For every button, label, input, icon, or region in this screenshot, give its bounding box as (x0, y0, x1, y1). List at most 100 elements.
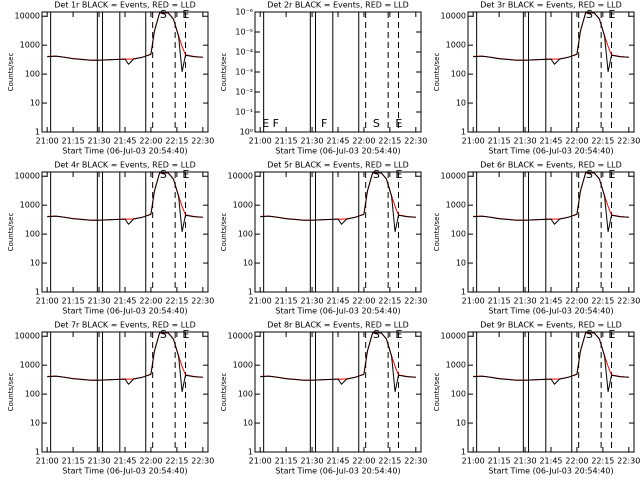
y-tick-label: 10000 (441, 12, 466, 21)
x-tick-label: 21:15 (62, 137, 85, 146)
x-tick-label: 21:30 (88, 137, 111, 146)
x-tick-label: 22:00 (352, 457, 375, 466)
y-tick-label: 10⁻² (235, 88, 253, 97)
series-line (473, 12, 629, 61)
y-axis-label: Counts/sec (7, 53, 15, 92)
annotation: S (586, 168, 593, 181)
x-axis-label: Start Time (06-Jul-03 20:54:40) (62, 147, 187, 156)
y-tick-label: 1 (248, 448, 253, 457)
x-axis-label: Start Time (06-Jul-03 20:54:40) (488, 467, 613, 476)
series-line (260, 332, 416, 381)
x-tick-label: 21:15 (488, 457, 511, 466)
panel: Det 8r BLACK = Events, RED = LLD Start Ti… (220, 321, 427, 476)
annotation: S (373, 168, 380, 181)
series-line (473, 12, 629, 72)
x-tick-label: 21:00 (249, 457, 272, 466)
series-line (260, 172, 416, 232)
annotation: E (608, 168, 615, 181)
series-line (473, 172, 629, 221)
y-tick-label: 100 (238, 390, 253, 399)
panel-title: Det 5r BLACK = Events, RED = LLD (267, 161, 409, 170)
y-tick-label: 10000 (15, 332, 40, 341)
annotation: S (586, 328, 593, 341)
x-tick-label: 22:00 (139, 457, 162, 466)
y-tick-label: 100 (451, 70, 466, 79)
plot-frame (467, 171, 635, 293)
y-axis-label: Counts/sec (220, 53, 228, 92)
panel: Det 6r BLACK = Events, RED = LLD Start Ti… (433, 161, 640, 316)
y-tick-label: 1000 (233, 361, 253, 370)
y-axis-label: Counts/sec (433, 213, 441, 252)
y-tick-label: 10⁰ (240, 128, 253, 137)
y-tick-label: 10 (30, 99, 40, 108)
y-axis-label: Counts/sec (220, 213, 228, 252)
x-tick-label: 22:00 (565, 297, 588, 306)
annotation: E (262, 117, 269, 130)
series-line (260, 172, 416, 221)
panel: Det 4r BLACK = Events, RED = LLD Start Ti… (7, 161, 214, 316)
x-tick-label: 21:15 (62, 297, 85, 306)
annotation: E (395, 328, 402, 341)
series-line (47, 12, 203, 61)
series-line (473, 172, 629, 232)
panel: Det 9r BLACK = Events, RED = LLD Start Ti… (433, 321, 640, 476)
y-tick-label: 10000 (15, 172, 40, 181)
series-line (47, 332, 203, 392)
x-tick-label: 21:30 (301, 457, 324, 466)
panel: Det 5r BLACK = Events, RED = LLD Start Ti… (220, 161, 427, 316)
y-tick-label: 10 (30, 259, 40, 268)
x-tick-label: 21:15 (62, 457, 85, 466)
y-tick-label: 1 (35, 288, 40, 297)
panel-title: Det 6r BLACK = Events, RED = LLD (480, 161, 622, 170)
x-tick-label: 21:00 (36, 457, 59, 466)
y-tick-label: 100 (238, 230, 253, 239)
x-tick-label: 21:15 (488, 297, 511, 306)
series-line (473, 332, 629, 381)
plot-frame (467, 11, 635, 133)
y-tick-label: 100 (451, 230, 466, 239)
y-tick-label: 100 (451, 390, 466, 399)
y-tick-label: 10 (456, 99, 466, 108)
x-tick-label: 22:30 (617, 137, 640, 146)
y-tick-label: 10 (243, 259, 253, 268)
x-tick-label: 21:30 (514, 457, 537, 466)
series-line (47, 172, 203, 232)
x-tick-label: 22:15 (165, 297, 188, 306)
plot-frame (467, 331, 635, 453)
x-tick-label: 22:30 (191, 297, 214, 306)
y-tick-label: 10000 (228, 172, 253, 181)
y-tick-label: 10000 (15, 12, 40, 21)
x-tick-label: 22:15 (591, 457, 614, 466)
x-tick-label: 21:30 (514, 297, 537, 306)
annotation: E (182, 328, 189, 341)
x-tick-label: 22:15 (591, 137, 614, 146)
y-tick-label: 1000 (233, 201, 253, 210)
annotation: E (608, 328, 615, 341)
annotation: E (182, 8, 189, 21)
x-tick-label: 22:15 (378, 297, 401, 306)
y-tick-label: 1 (461, 128, 466, 137)
y-tick-label: 1 (35, 128, 40, 137)
x-tick-label: 22:15 (378, 137, 401, 146)
panel: Det 1r BLACK = Events, RED = LLD Start Ti… (7, 1, 214, 156)
x-tick-label: 21:15 (275, 457, 298, 466)
panel-title: Det 3r BLACK = Events, RED = LLD (480, 1, 622, 10)
x-tick-label: 22:30 (404, 297, 427, 306)
y-axis-label: Counts/sec (433, 53, 441, 92)
x-tick-label: 22:00 (352, 137, 375, 146)
y-tick-label: 100 (25, 390, 40, 399)
plot-frame (254, 171, 422, 293)
y-tick-label: 1000 (20, 361, 40, 370)
series-line (47, 332, 203, 381)
x-tick-label: 22:15 (165, 457, 188, 466)
annotation: F (321, 117, 327, 130)
x-tick-label: 22:00 (565, 137, 588, 146)
x-tick-label: 22:00 (352, 297, 375, 306)
x-tick-label: 21:45 (326, 137, 349, 146)
x-tick-label: 21:45 (113, 457, 136, 466)
series-line (260, 332, 416, 392)
x-tick-label: 21:30 (301, 137, 324, 146)
x-tick-label: 21:00 (462, 457, 485, 466)
x-tick-label: 21:00 (462, 137, 485, 146)
y-tick-label: 100 (25, 70, 40, 79)
